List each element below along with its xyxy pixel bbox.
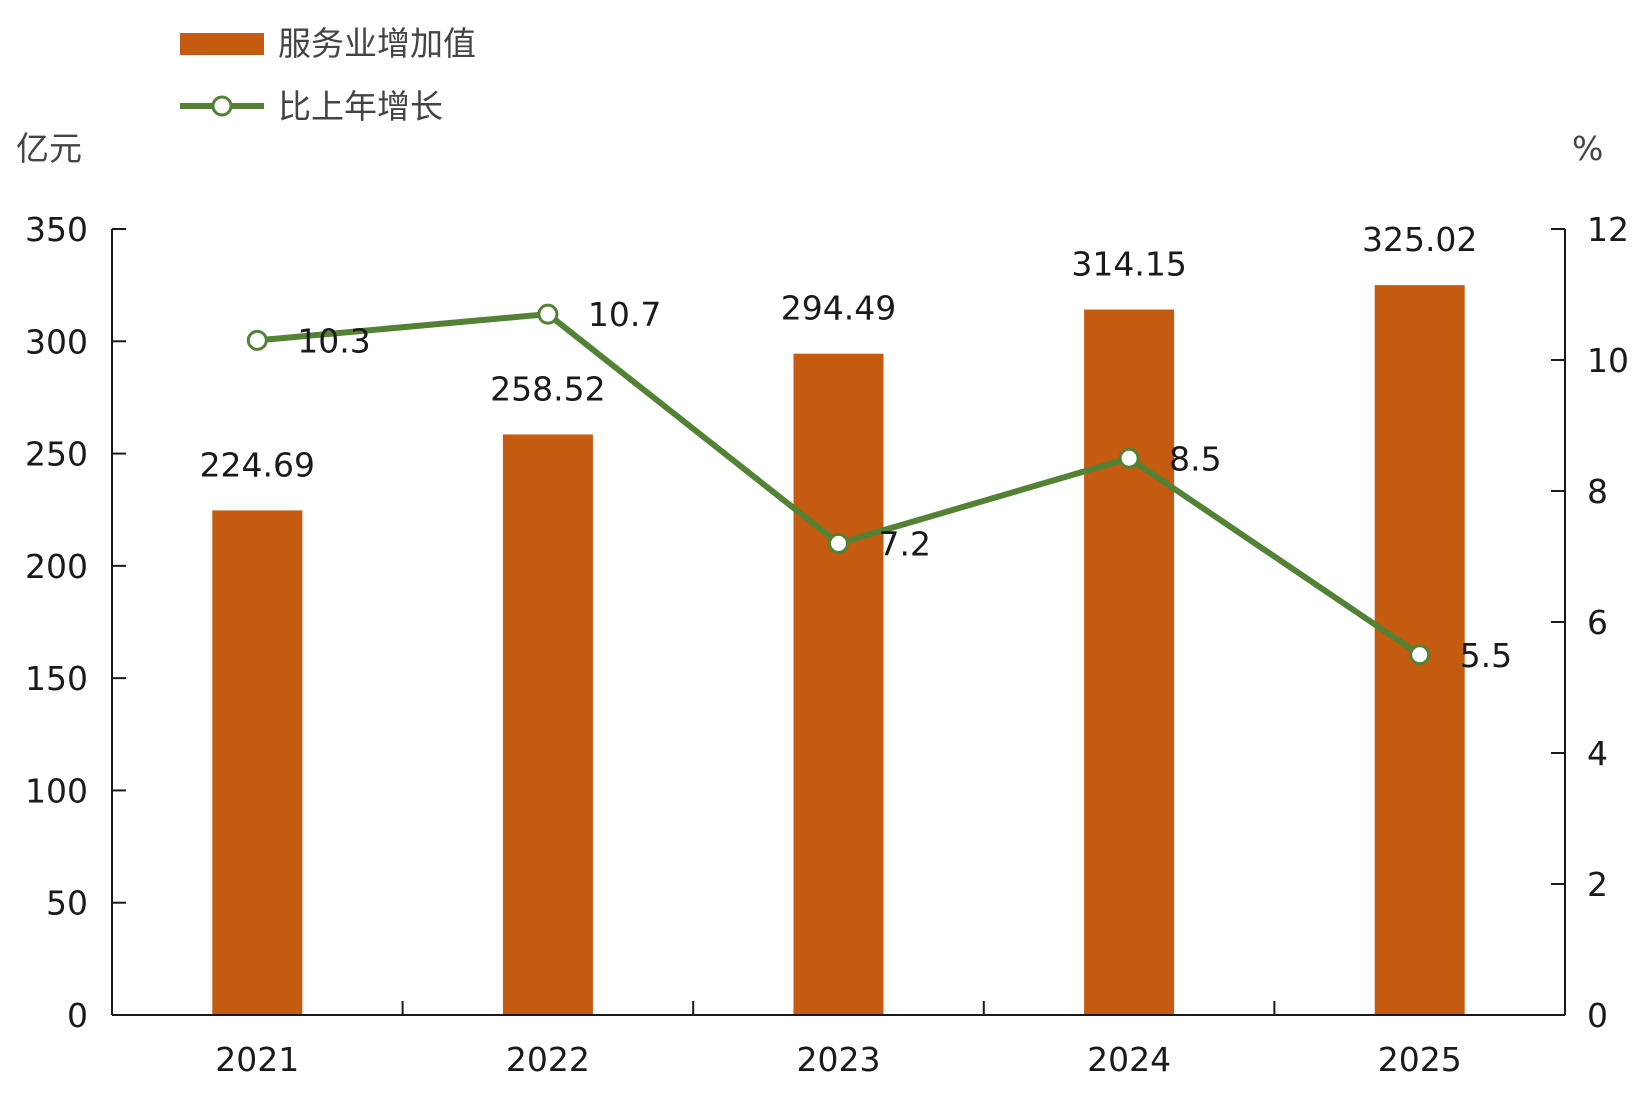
right-tick-label: 12 [1587,210,1629,249]
left-tick-label: 100 [25,771,88,810]
left-tick-label: 250 [25,435,88,474]
growth-value-label: 5.5 [1460,636,1512,675]
growth-value-label: 7.2 [879,524,931,563]
bars-layer [212,285,1465,1016]
bar-2024 [1084,309,1175,1015]
growth-value-label: 8.5 [1169,439,1221,478]
left-tick-label: 300 [25,322,88,361]
right-tick-label: 0 [1587,996,1608,1035]
right-tick-label: 8 [1587,472,1608,511]
bar-2021 [212,510,303,1015]
bar-value-label: 314.15 [1071,245,1186,284]
left-tick-label: 50 [46,884,88,923]
x-tick-label: 2024 [1087,1040,1171,1079]
growth-point-2024 [1118,447,1140,469]
bar-2023 [793,353,884,1015]
x-tick-label: 2023 [797,1040,881,1079]
bar-value-label: 294.49 [781,289,896,328]
x-tick-label: 2022 [506,1040,590,1079]
bar-value-label: 325.02 [1362,220,1477,259]
line-layer [246,303,1431,666]
left-axis-unit: 亿元 [16,129,82,168]
right-tick-label: 4 [1587,734,1608,773]
axes-layer: 0 50 100 150 200 250 300 350 0 2 4 6 8 10 12 2021 2022 20… [25,210,1629,1079]
right-axis-unit: % [1572,129,1603,168]
x-tick-label: 2021 [215,1040,299,1079]
right-tick-label: 2 [1587,865,1608,904]
left-tick-label: 0 [67,996,88,1035]
bar-value-label: 224.69 [200,445,315,484]
growth-value-label: 10.3 [297,321,370,360]
bar-value-label: 258.52 [490,369,605,408]
left-tick-label: 200 [25,547,88,586]
labels-layer: 224.69 258.52 294.49 314.15 325.02 10.3 10.7 7.… [200,220,1513,675]
right-tick-label: 10 [1587,341,1629,380]
growth-point-2023 [828,532,849,554]
x-tick-label: 2025 [1378,1040,1462,1079]
growth-point-2025 [1409,644,1431,666]
left-tick-label: 350 [25,210,88,249]
growth-point-2022 [537,303,559,325]
legend-line-label: 比上年增长 [278,87,443,126]
left-tick-label: 150 [25,659,88,698]
legend-line-marker [211,95,233,117]
right-tick-label: 6 [1587,603,1608,642]
growth-value-label: 10.7 [588,295,661,334]
bar-2022 [502,434,593,1015]
legend-bar-label: 服务业增加值 [278,24,476,63]
legend-bar-swatch [180,33,264,55]
legend: 服务业增加值 比上年增长 [180,24,476,126]
growth-point-2021 [246,329,268,351]
